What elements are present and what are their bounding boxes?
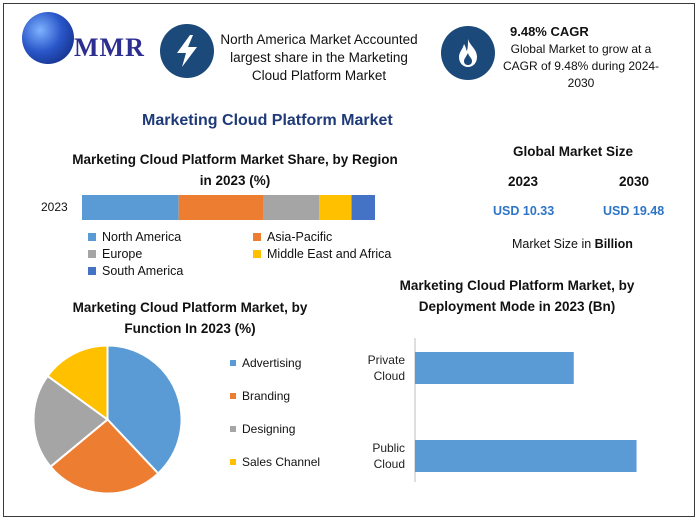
legend-swatch <box>230 360 236 366</box>
region-legend: North America Asia-Pacific Europe Middle Ea… <box>88 230 418 278</box>
logo-text: MMR <box>74 33 145 62</box>
pie-slice-branding <box>49 418 160 495</box>
region-segment-europe <box>263 195 320 220</box>
legend-swatch <box>230 459 236 465</box>
region-chart-title: Marketing Cloud Platform Market Share, b… <box>72 152 398 188</box>
legend-label: South America <box>102 264 184 278</box>
legend-label: Branding <box>242 389 291 403</box>
region-segment-north-america <box>82 195 179 220</box>
market-size-unit-note: Market Size in Billion <box>512 237 633 251</box>
legend-swatch <box>88 267 96 275</box>
legend-label: Europe <box>102 247 143 261</box>
deployment-category-label: Cloud <box>374 369 405 383</box>
region-segment-asia-pacific <box>178 195 264 220</box>
deployment-bar-chart: Private Cloud Public Cloud <box>368 338 637 482</box>
pie-slice-designing <box>32 374 110 469</box>
legend-item-middle-east-and-africa: Middle East and Africa <box>253 247 418 261</box>
function-pie-chart <box>32 344 183 495</box>
main-title: Marketing Cloud Platform Market <box>142 112 393 129</box>
legend-item-designing: Designing <box>230 422 350 436</box>
legend-swatch <box>230 393 236 399</box>
legend-item-sales-channel: Sales Channel <box>230 455 350 469</box>
legend-item-advertising: Advertising <box>230 356 350 370</box>
unit-note-prefix: Market Size in <box>512 237 595 251</box>
region-segment-south-america <box>351 195 375 220</box>
market-share-text: North America Market Accounted largest s… <box>220 32 418 83</box>
legend-swatch <box>253 233 261 241</box>
deployment-category-label: Private <box>368 353 406 367</box>
legend-label: Asia-Pacific <box>267 230 333 244</box>
legend-label: Advertising <box>242 356 302 370</box>
cagr-title: 9.48% CAGR <box>510 24 589 39</box>
infographic-frame <box>3 3 695 517</box>
legend-swatch <box>88 250 96 258</box>
region-category-label: 2023 <box>41 200 68 214</box>
legend-label: Designing <box>242 422 296 436</box>
year-2023-label: 2023 <box>508 174 539 189</box>
globe-icon <box>22 12 74 64</box>
function-legend: Advertising Branding Designing Sales Channe… <box>230 356 350 488</box>
legend-label: Middle East and Africa <box>267 247 392 261</box>
legend-item-south-america: South America <box>88 264 253 278</box>
deployment-chart-title: Marketing Cloud Platform Market, by Depl… <box>399 278 635 314</box>
deployment-bar-public-cloud <box>415 440 637 472</box>
function-chart-title: Marketing Cloud Platform Market, by Func… <box>72 300 308 336</box>
year-2030-label: 2030 <box>619 174 650 189</box>
unit-note-bold: Billion <box>594 237 633 251</box>
legend-swatch <box>230 426 236 432</box>
region-segment-middle-east-and-africa <box>319 195 352 220</box>
legend-label: Sales Channel <box>242 455 321 469</box>
deployment-category-label: Public <box>372 441 405 455</box>
pie-slice-sales-channel <box>46 344 109 422</box>
global-market-size-title: Global Market Size <box>513 144 634 159</box>
legend-item-asia-pacific: Asia-Pacific <box>253 230 418 244</box>
flame-icon <box>441 26 495 80</box>
deployment-category-label: Cloud <box>374 457 405 471</box>
deployment-bar-private-cloud <box>415 352 574 384</box>
cagr-text: Global Market to grow at a CAGR of 9.48%… <box>502 42 660 90</box>
market-value-2023: USD 10.33 <box>493 204 555 218</box>
legend-item-branding: Branding <box>230 389 350 403</box>
legend-item-europe: Europe <box>88 247 253 261</box>
legend-label: North America <box>102 230 182 244</box>
market-value-2030: USD 19.48 <box>603 204 665 218</box>
legend-swatch <box>253 250 261 258</box>
pie-slice-advertising <box>106 344 183 475</box>
legend-item-north-america: North America <box>88 230 253 244</box>
legend-swatch <box>88 233 96 241</box>
region-stacked-bar <box>82 195 375 220</box>
lightning-bolt-icon <box>160 24 214 78</box>
